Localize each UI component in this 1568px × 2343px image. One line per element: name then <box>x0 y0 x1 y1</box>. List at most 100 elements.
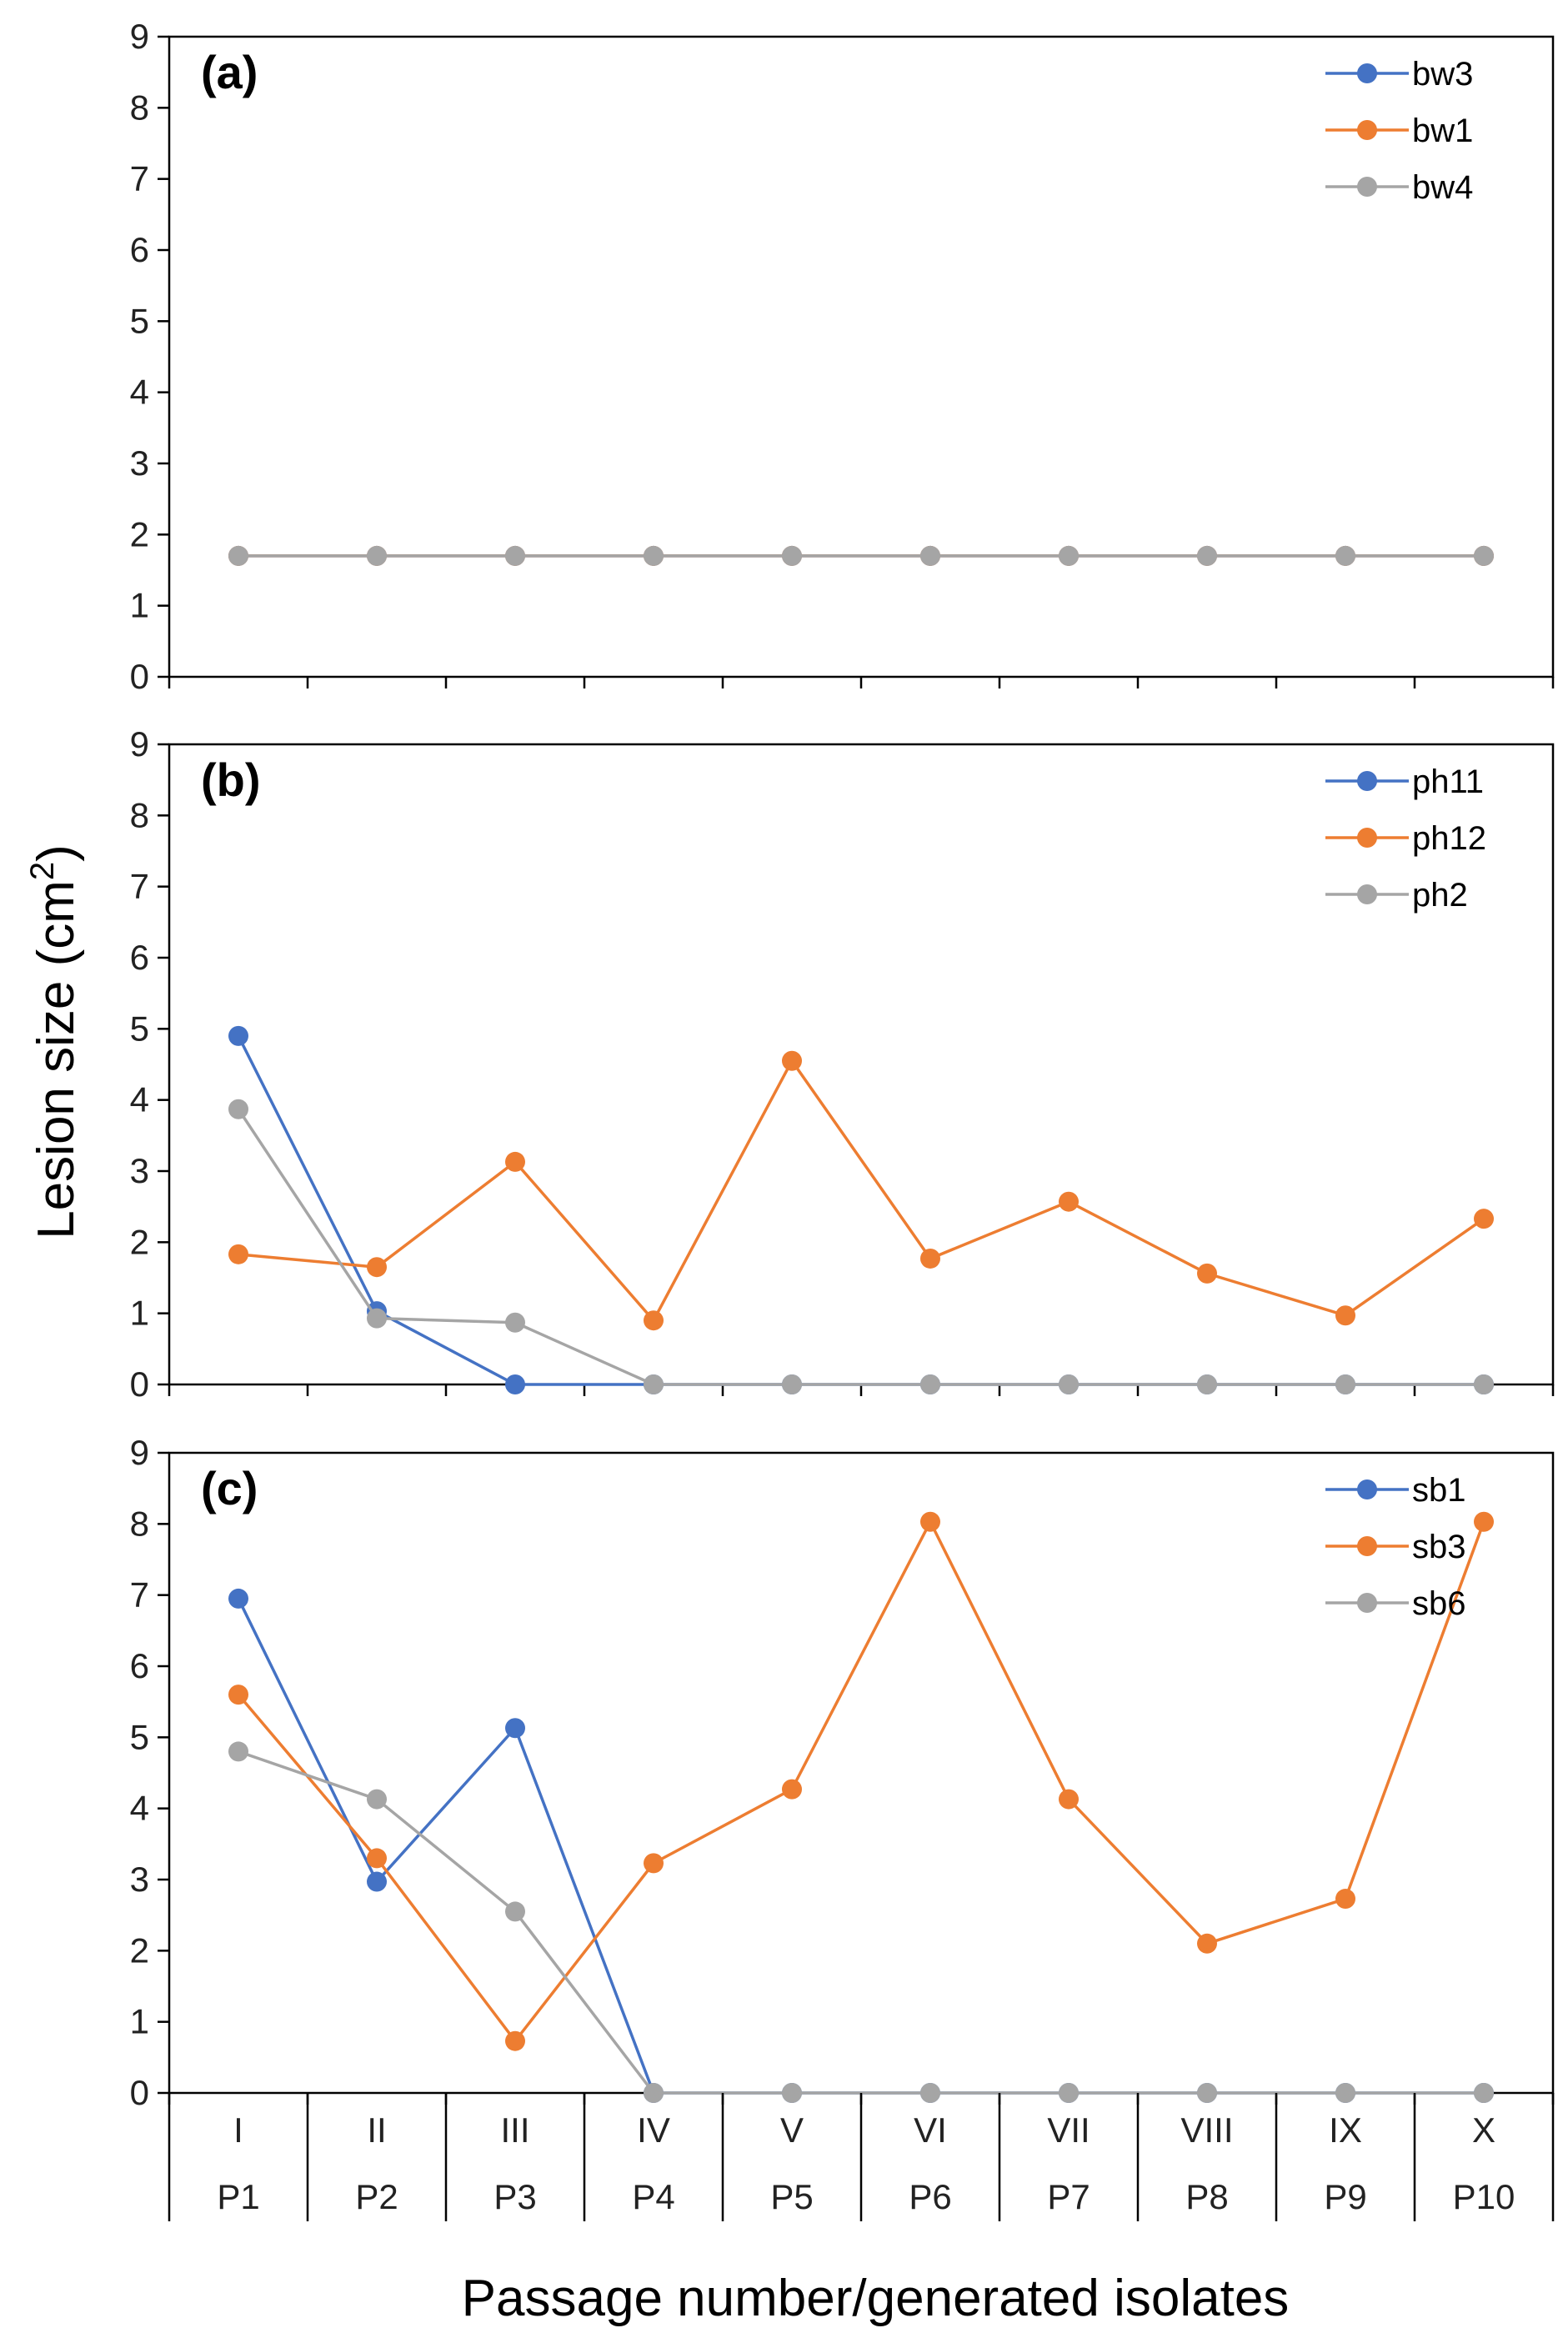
y-tick-label: 5 <box>130 1717 149 1756</box>
y-tick-label: 3 <box>130 443 149 483</box>
panel-label: (a) <box>201 46 258 98</box>
data-point <box>920 2083 940 2103</box>
y-tick-label: 3 <box>130 1860 149 1899</box>
data-point <box>782 1050 802 1071</box>
data-point <box>367 1308 387 1329</box>
legend-marker <box>1357 828 1377 848</box>
data-point <box>644 1374 664 1394</box>
data-point <box>1059 1789 1079 1810</box>
x-category-label: IX <box>1329 2110 1362 2150</box>
series-ph11 <box>228 1025 1494 1394</box>
data-point <box>1335 1374 1355 1394</box>
x-category-label: V <box>780 2110 804 2150</box>
y-tick-label: 4 <box>130 373 149 412</box>
legend-label: ph2 <box>1412 877 1468 914</box>
data-point <box>782 2083 802 2103</box>
y-tick-label: 0 <box>130 657 149 696</box>
data-point <box>1197 545 1217 566</box>
y-tick-label: 1 <box>130 586 149 625</box>
data-point <box>505 1901 525 1922</box>
data-point <box>1474 2083 1494 2103</box>
plot-frame <box>168 35 1555 678</box>
legend-label: sb6 <box>1412 1585 1466 1622</box>
data-point <box>644 1310 664 1331</box>
legend-marker <box>1357 884 1377 904</box>
data-point <box>782 545 802 566</box>
legend-label: ph11 <box>1412 763 1484 800</box>
y-tick-label: 6 <box>130 230 149 269</box>
data-point <box>1335 1305 1355 1326</box>
legend-marker <box>1357 771 1377 791</box>
data-point <box>1474 545 1494 566</box>
data-point <box>1197 1374 1217 1394</box>
data-point <box>228 1025 248 1046</box>
data-point <box>1197 2083 1217 2103</box>
data-point <box>920 1374 940 1394</box>
x-passage-label: P10 <box>1453 2177 1515 2216</box>
data-point <box>505 1718 525 1739</box>
series-line <box>238 1059 1485 1322</box>
x-passage-label: P9 <box>1324 2177 1366 2216</box>
legend-marker <box>1357 177 1377 197</box>
data-point <box>367 1848 387 1869</box>
data-point <box>1059 1191 1079 1212</box>
data-point <box>228 1685 248 1705</box>
series-ph12 <box>228 1050 1494 1331</box>
data-point <box>367 1789 387 1810</box>
y-tick-label: 8 <box>130 795 149 834</box>
series-ph2 <box>228 1099 1494 1394</box>
y-tick-label: 0 <box>130 1364 149 1404</box>
legend-marker <box>1357 63 1377 83</box>
y-tick-label: 2 <box>130 514 149 553</box>
x-passage-label: P3 <box>493 2177 536 2216</box>
data-point <box>782 1374 802 1394</box>
y-axis-title: Lesion size (cm2) <box>24 844 85 1239</box>
legend-label: ph12 <box>1412 820 1486 857</box>
data-point <box>228 1099 248 1119</box>
plot-frame <box>168 743 1555 1386</box>
x-category-label: IV <box>637 2110 670 2150</box>
legend-label: sb3 <box>1412 1529 1466 1565</box>
x-category-label: VII <box>1047 2110 1090 2150</box>
y-tick-label: 3 <box>130 1151 149 1190</box>
series-sb1 <box>228 1588 1494 2103</box>
data-point <box>228 1741 248 1762</box>
y-tick-label: 9 <box>130 724 149 763</box>
legend-label: bw1 <box>1412 113 1473 149</box>
y-tick-label: 1 <box>130 2002 149 2041</box>
y-tick-label: 8 <box>130 1504 149 1543</box>
data-point <box>920 1511 940 1532</box>
data-point <box>644 1853 664 1874</box>
legend-marker <box>1357 1479 1377 1499</box>
data-point <box>1474 1374 1494 1394</box>
data-point <box>1474 1209 1494 1229</box>
data-point <box>920 545 940 566</box>
y-tick-label: 7 <box>130 1575 149 1615</box>
x-category-label: III <box>500 2110 529 2150</box>
data-point <box>1197 1263 1217 1284</box>
data-point <box>228 1244 248 1264</box>
x-passage-label: P1 <box>217 2177 259 2216</box>
series-line <box>237 1035 1484 1386</box>
chart-panel-2: 0 1 2 3 4 5 6 7 8 9 (b) ph11 ph12 ph2 <box>130 724 1555 1404</box>
data-point <box>505 1374 525 1394</box>
x-axis-title: Passage number/generated isolates <box>462 2270 1290 2327</box>
y-axis-title-superscript: 2 <box>24 862 61 880</box>
y-tick-label: 9 <box>130 17 149 56</box>
y-tick-label: 6 <box>130 1646 149 1685</box>
data-point <box>505 1151 525 1172</box>
data-point <box>1474 1511 1494 1532</box>
series-line <box>237 1108 1484 1386</box>
y-tick-label: 5 <box>130 1009 149 1048</box>
y-axis-title-text: Lesion size (cm <box>28 880 85 1239</box>
legend: sb1 sb3 sb6 <box>1325 1472 1466 1622</box>
x-category-label: VIII <box>1180 2110 1233 2150</box>
data-point <box>505 1312 525 1333</box>
y-axis-title-suffix: ) <box>28 844 85 862</box>
x-passage-label: P5 <box>770 2177 813 2216</box>
legend-marker <box>1357 120 1377 140</box>
y-tick-label: 4 <box>130 1080 149 1119</box>
y-tick-label: 5 <box>130 301 149 340</box>
data-point <box>367 1257 387 1278</box>
